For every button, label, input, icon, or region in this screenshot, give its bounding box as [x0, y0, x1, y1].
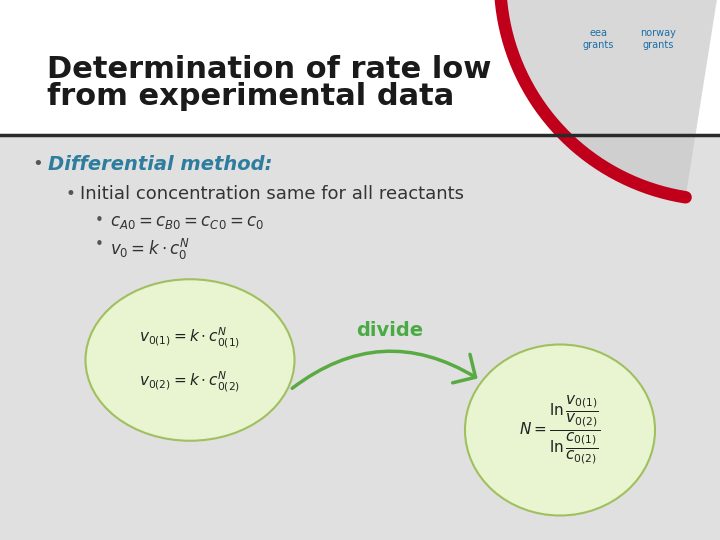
Text: $v_0 = k \cdot c_0^N$: $v_0 = k \cdot c_0^N$ [110, 237, 190, 262]
Text: $v_{0(2)} = k \cdot c_{0(2)}^N$: $v_{0(2)} = k \cdot c_{0(2)}^N$ [140, 370, 240, 394]
Text: $N = \dfrac{\ln\dfrac{v_{0(1)}}{v_{0(2)}}}{\ln\dfrac{c_{0(1)}}{c_{0(2)}}}$: $N = \dfrac{\ln\dfrac{v_{0(1)}}{v_{0(2)}… [519, 394, 601, 466]
Text: from experimental data: from experimental data [47, 82, 454, 111]
Text: divide: divide [356, 321, 423, 340]
Text: •: • [95, 213, 104, 228]
Text: Differential method:: Differential method: [48, 155, 272, 174]
FancyArrowPatch shape [292, 351, 475, 388]
Text: •: • [32, 155, 42, 173]
Text: Initial concentration same for all reactants: Initial concentration same for all react… [80, 185, 464, 203]
Ellipse shape [465, 345, 655, 516]
Text: •: • [95, 237, 104, 252]
FancyBboxPatch shape [0, 135, 720, 540]
Text: eea
grants: eea grants [582, 28, 613, 50]
Text: Determination of rate low: Determination of rate low [47, 55, 491, 84]
Text: $v_{0(1)} = k \cdot c_{0(1)}^N$: $v_{0(1)} = k \cdot c_{0(1)}^N$ [140, 326, 240, 350]
Text: $c_{A0} = c_{B0} = c_{C0} = c_0$: $c_{A0} = c_{B0} = c_{C0} = c_0$ [110, 213, 264, 231]
Text: •: • [65, 185, 75, 203]
Text: norway
grants: norway grants [640, 28, 676, 50]
Polygon shape [500, 0, 720, 197]
Ellipse shape [86, 279, 294, 441]
FancyBboxPatch shape [0, 0, 720, 135]
